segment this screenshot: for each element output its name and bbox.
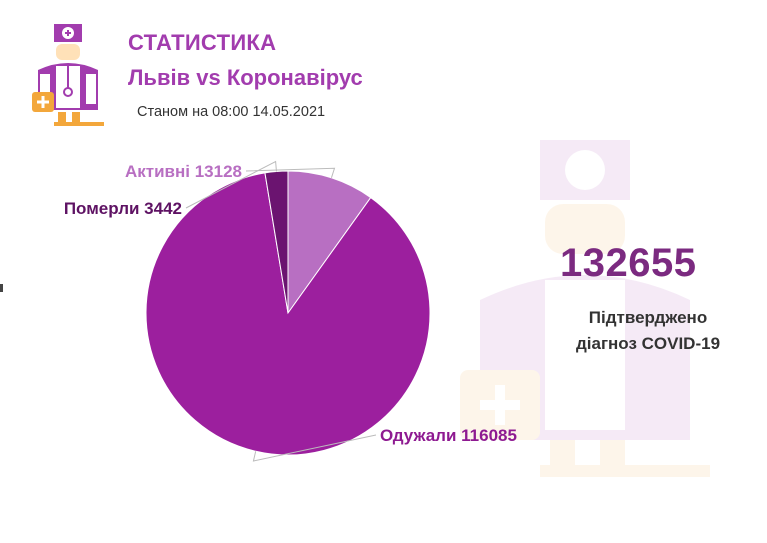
page-subtitle: Львів vs Коронавірус bbox=[128, 65, 363, 90]
doctor-icon bbox=[32, 24, 104, 126]
confirmed-label-line1: Підтверджено bbox=[588, 308, 708, 327]
pie-slice-active bbox=[287, 170, 372, 315]
doctor-watermark-icon bbox=[460, 140, 710, 477]
edge-mark bbox=[0, 284, 3, 292]
page-title: СТАТИСТИКА bbox=[128, 30, 277, 55]
slice-label-died: Померли 3442 bbox=[64, 199, 182, 218]
leader-line-died bbox=[185, 160, 277, 209]
confirmed-total: 132655 bbox=[560, 241, 697, 285]
leader-line-recovered bbox=[252, 434, 377, 462]
slice-label-recovered: Одужали 116085 bbox=[380, 426, 517, 445]
slice-label-active: Активні 13128 bbox=[125, 162, 242, 181]
report-date: Станом на 08:00 14.05.2021 bbox=[137, 104, 326, 120]
leader-line-active bbox=[245, 167, 336, 178]
confirmed-label-line2: діагноз COVID-19 bbox=[575, 333, 721, 353]
pie-slice-died bbox=[264, 170, 289, 314]
confirmed-label: Підтверджено діагноз COVID-19 bbox=[548, 305, 748, 356]
pie-slice-recovered bbox=[145, 172, 431, 456]
